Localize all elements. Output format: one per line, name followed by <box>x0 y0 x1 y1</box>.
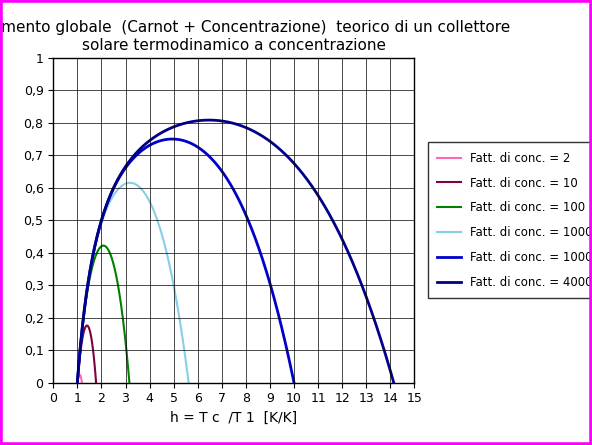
Fatt. di conc. = 40000 <box>128 155 136 160</box>
Fatt. di conc. = 2 <box>76 372 83 377</box>
Fatt. di conc. = 10000 <box>263 269 270 275</box>
Line: Fatt. di conc. = 2: Fatt. di conc. = 2 <box>78 375 82 383</box>
Fatt. di conc. = 100 <box>119 316 126 321</box>
X-axis label: h = T c  /T 1  [K/K]: h = T c /T 1 [K/K] <box>170 411 297 425</box>
Fatt. di conc. = 2 <box>75 377 82 382</box>
Title: Rendimento globale  (Carnot + Concentrazione)  teorico di un collettore
solare t: Rendimento globale (Carnot + Concentrazi… <box>0 20 510 53</box>
Fatt. di conc. = 1000 <box>171 287 178 292</box>
Fatt. di conc. = 2 <box>74 380 81 385</box>
Legend: Fatt. di conc. = 2, Fatt. di conc. = 10, Fatt. di conc. = 100, Fatt. di conc. = : Fatt. di conc. = 2, Fatt. di conc. = 10,… <box>427 142 592 298</box>
Fatt. di conc. = 40000 <box>384 359 391 364</box>
Fatt. di conc. = 1000 <box>126 180 133 186</box>
Fatt. di conc. = 10 <box>77 348 84 353</box>
Fatt. di conc. = 10 <box>83 323 91 328</box>
Fatt. di conc. = 2 <box>76 372 83 378</box>
Line: Fatt. di conc. = 40000: Fatt. di conc. = 40000 <box>78 120 394 383</box>
Fatt. di conc. = 40000 <box>205 117 213 123</box>
Line: Fatt. di conc. = 10000: Fatt. di conc. = 10000 <box>78 139 294 383</box>
Fatt. di conc. = 100 <box>100 243 107 248</box>
Fatt. di conc. = 2 <box>78 376 85 382</box>
Fatt. di conc. = 100 <box>80 317 87 323</box>
Fatt. di conc. = 2 <box>76 372 83 378</box>
Fatt. di conc. = 1000 <box>117 185 124 190</box>
Fatt. di conc. = 100 <box>74 380 81 385</box>
Line: Fatt. di conc. = 100: Fatt. di conc. = 100 <box>78 246 130 383</box>
Fatt. di conc. = 40000 <box>110 186 117 191</box>
Fatt. di conc. = 2 <box>75 376 82 381</box>
Fatt. di conc. = 10000 <box>74 380 81 385</box>
Fatt. di conc. = 10000 <box>111 183 118 188</box>
Fatt. di conc. = 100 <box>83 295 90 300</box>
Fatt. di conc. = 10 <box>92 375 99 380</box>
Fatt. di conc. = 100 <box>126 380 133 385</box>
Fatt. di conc. = 1000 <box>74 380 81 385</box>
Fatt. di conc. = 40000 <box>350 262 357 267</box>
Fatt. di conc. = 10000 <box>98 216 105 221</box>
Fatt. di conc. = 10000 <box>287 360 294 366</box>
Fatt. di conc. = 10000 <box>157 138 164 143</box>
Line: Fatt. di conc. = 1000: Fatt. di conc. = 1000 <box>78 183 189 383</box>
Fatt. di conc. = 1000 <box>86 268 94 274</box>
Fatt. di conc. = 10 <box>76 357 83 363</box>
Fatt. di conc. = 10 <box>82 324 89 330</box>
Fatt. di conc. = 40000 <box>195 118 202 123</box>
Fatt. di conc. = 1000 <box>121 181 128 186</box>
Fatt. di conc. = 10 <box>81 327 88 332</box>
Fatt. di conc. = 100 <box>94 249 101 255</box>
Fatt. di conc. = 10000 <box>291 380 298 385</box>
Fatt. di conc. = 1000 <box>93 237 100 243</box>
Fatt. di conc. = 2 <box>78 380 85 385</box>
Fatt. di conc. = 10 <box>92 380 99 385</box>
Fatt. di conc. = 100 <box>125 368 132 374</box>
Fatt. di conc. = 1000 <box>185 380 192 385</box>
Fatt. di conc. = 2 <box>78 380 85 385</box>
Fatt. di conc. = 40000 <box>390 380 397 385</box>
Fatt. di conc. = 10 <box>74 380 81 385</box>
Line: Fatt. di conc. = 10: Fatt. di conc. = 10 <box>78 326 96 383</box>
Fatt. di conc. = 10000 <box>169 136 176 142</box>
Fatt. di conc. = 100 <box>96 246 103 251</box>
Fatt. di conc. = 10 <box>90 353 97 359</box>
Fatt. di conc. = 1000 <box>183 364 190 369</box>
Fatt. di conc. = 40000 <box>209 117 216 123</box>
Fatt. di conc. = 10000 <box>166 137 173 142</box>
Fatt. di conc. = 40000 <box>74 380 81 385</box>
